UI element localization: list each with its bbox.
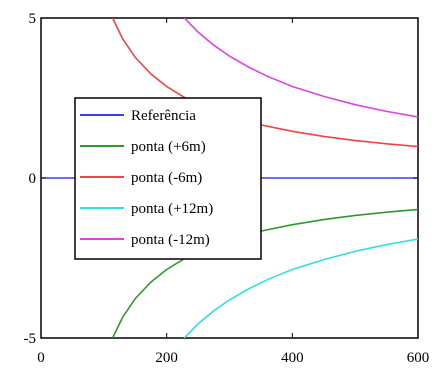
legend-label-3: ponta (+12m) (131, 201, 213, 217)
legend-label-0: Referência (131, 108, 196, 124)
legend-box (74, 97, 262, 260)
y-tick-label-0: 5 (29, 11, 37, 27)
y-tick-label-1: 0 (29, 171, 37, 187)
x-tick-label-3: 600 (407, 350, 430, 366)
legend-label-2: ponta (-6m) (131, 170, 202, 186)
legend-label-4: ponta (-12m) (131, 232, 210, 248)
series-line-4 (183, 18, 418, 118)
x-tick-label-0: 0 (37, 350, 45, 366)
legend: Referência ponta (+6m) ponta (-6m) ponta (+… (74, 97, 262, 260)
x-tick-label-2: 400 (281, 350, 304, 366)
y-tick-label-2: -5 (24, 331, 37, 347)
x-tick-label-1: 200 (155, 350, 178, 366)
legend-label-1: ponta (+6m) (131, 139, 206, 155)
series-line-3 (183, 238, 418, 338)
